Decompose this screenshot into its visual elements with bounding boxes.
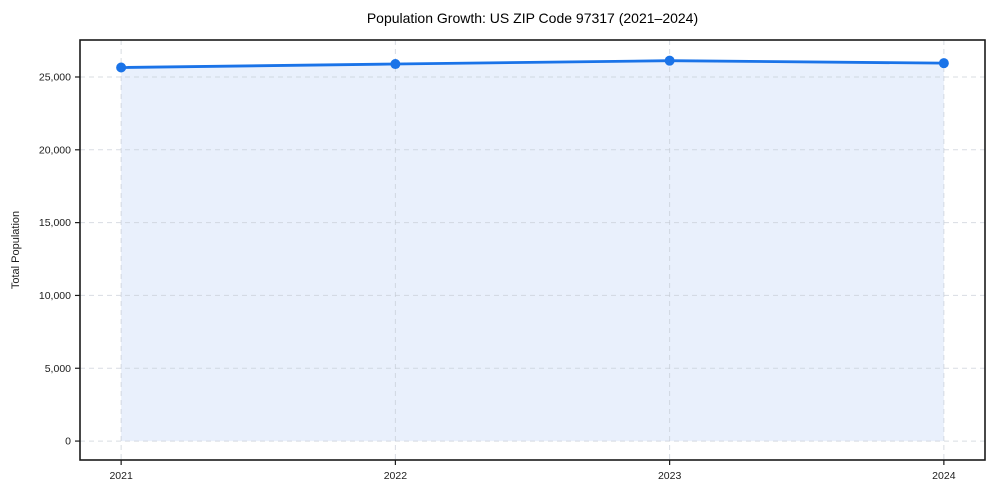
chart-title: Population Growth: US ZIP Code 97317 (20… <box>367 10 698 26</box>
x-tick-label: 2022 <box>384 470 408 482</box>
data-point-markers <box>116 55 949 73</box>
y-tick-label: 15,000 <box>39 217 71 229</box>
axes-spine-box <box>79 39 986 461</box>
y-tick-label: 20,000 <box>39 144 71 156</box>
y-axis-ticks: 0 5,000 10,000 15,000 20,000 25,000 <box>39 71 80 448</box>
y-tick-label: 10,000 <box>39 290 71 302</box>
y-axis-label: Total Population <box>10 211 22 289</box>
y-tick-label: 5,000 <box>45 363 71 375</box>
x-tick-label: 2021 <box>109 470 133 482</box>
y-tick-label: 25,000 <box>39 71 71 83</box>
data-point-2023 <box>664 55 675 66</box>
population-line <box>119 59 946 69</box>
data-point-2024 <box>938 58 949 69</box>
y-tick-label: 0 <box>65 436 71 448</box>
gridlines <box>80 40 985 460</box>
x-tick-label: 2023 <box>658 470 682 482</box>
data-point-2021 <box>116 62 127 73</box>
area-fill <box>121 60 944 442</box>
data-point-2022 <box>390 59 401 70</box>
x-axis-ticks: 2021 2022 2023 2024 <box>109 460 956 482</box>
x-tick-label: 2024 <box>932 470 956 482</box>
